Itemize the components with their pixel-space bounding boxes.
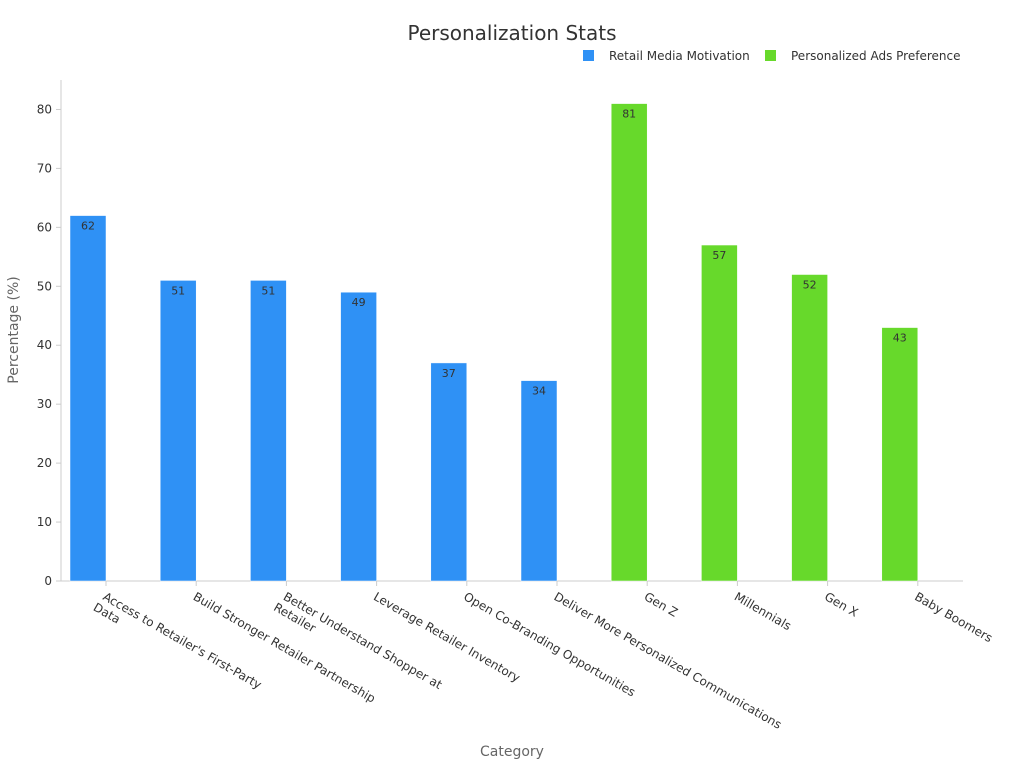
data-label: 51 [171, 284, 185, 297]
bar [340, 291, 377, 582]
y-tick-label: 80 [37, 102, 52, 116]
bar [610, 103, 648, 582]
legend: Retail Media Motivation Personalized Ads … [583, 49, 960, 63]
bar [69, 215, 107, 582]
chart-title: Personalization Stats [407, 21, 616, 45]
y-tick-label: 40 [37, 338, 52, 352]
legend-label: Retail Media Motivation [609, 49, 750, 63]
bar [250, 280, 287, 582]
x-ticks: Access to Retailer's First-PartyData Buil… [91, 581, 995, 732]
y-axis-title: Percentage (%) [6, 276, 22, 383]
data-label: 62 [81, 220, 95, 233]
data-label: 81 [622, 108, 636, 121]
y-tick-label: 70 [37, 161, 52, 175]
bar [881, 327, 919, 582]
data-label: 51 [261, 284, 275, 297]
x-axis-title: Category [480, 744, 544, 760]
x-tick-label: Open Co-Branding Opportunities [461, 589, 637, 699]
y-tick-label: 0 [44, 574, 52, 588]
y-tick-label: 20 [37, 456, 52, 470]
bar [430, 362, 468, 582]
data-label: 43 [893, 332, 907, 345]
data-label: 34 [532, 385, 546, 398]
x-tick-label: Gen X [822, 589, 860, 619]
bar [159, 280, 197, 582]
bar [520, 380, 558, 582]
y-tick-label: 60 [37, 220, 52, 234]
x-tick-label: Baby Boomers [912, 589, 995, 645]
x-tick-label: Millennials [732, 589, 794, 633]
bar [791, 274, 828, 582]
data-label: 57 [712, 249, 726, 262]
y-tick-label: 10 [37, 515, 52, 529]
x-tick-label: Leverage Retailer Inventory [371, 589, 522, 685]
bar [701, 244, 738, 582]
x-tick-label: Access to Retailer's First-PartyData [91, 588, 264, 704]
y-ticks: 0 10 20 30 40 50 60 70 80 [37, 102, 61, 588]
x-tick-label: Gen Z [642, 589, 680, 619]
y-tick-label: 50 [37, 279, 52, 293]
data-label: 49 [352, 296, 366, 309]
legend-swatch [583, 50, 594, 61]
legend-swatch [765, 50, 776, 61]
bars [69, 103, 919, 582]
y-tick-label: 30 [37, 397, 52, 411]
data-labels: 62 51 51 49 37 34 81 57 52 43 [81, 108, 907, 398]
data-label: 52 [803, 279, 817, 292]
legend-label: Personalized Ads Preference [791, 49, 960, 63]
data-label: 37 [442, 367, 456, 380]
